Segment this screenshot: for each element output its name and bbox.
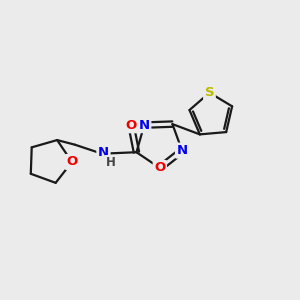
Text: N: N bbox=[98, 146, 109, 159]
Text: S: S bbox=[205, 86, 214, 99]
Text: H: H bbox=[105, 156, 115, 169]
Text: O: O bbox=[66, 155, 78, 169]
Text: O: O bbox=[125, 119, 137, 132]
Text: N: N bbox=[139, 118, 150, 132]
Text: N: N bbox=[176, 144, 188, 157]
Text: O: O bbox=[154, 161, 166, 175]
